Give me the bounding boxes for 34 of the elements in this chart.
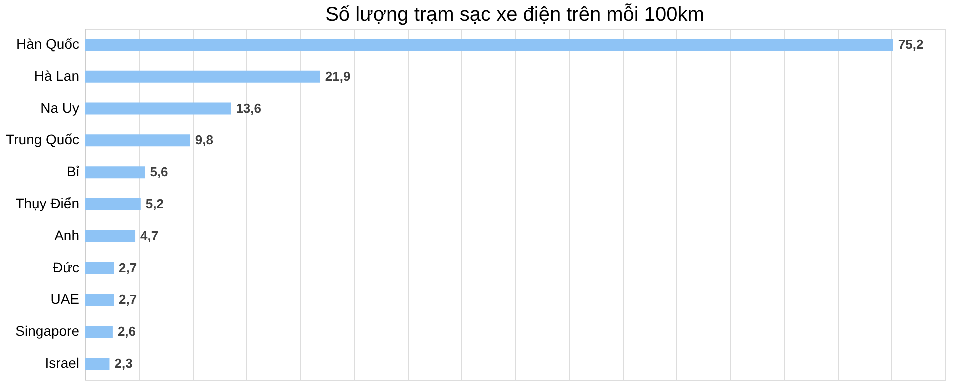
bar	[85, 102, 232, 115]
data-label: 4,7	[140, 228, 159, 244]
data-label: 5,6	[150, 164, 168, 180]
data-label: 2,3	[114, 356, 133, 372]
data-label: 13,6	[236, 100, 262, 116]
y-tick-label: Đức	[53, 259, 80, 276]
data-label: 21,9	[325, 68, 351, 84]
data-label: 2,6	[118, 324, 136, 340]
y-tick-label: Thụy Điển	[16, 196, 80, 212]
data-label: 5,2	[146, 196, 164, 212]
y-tick-label: Trung Quốc	[6, 132, 80, 148]
y-tick-label: Bỉ	[67, 164, 80, 180]
chart-title: Số lượng trạm sạc xe điện trên mỗi 100km	[326, 3, 704, 26]
y-tick-label: Hàn Quốc	[16, 36, 80, 52]
data-label: 2,7	[119, 292, 138, 308]
y-tick-label: Anh	[54, 227, 80, 244]
data-label: 9,8	[195, 132, 214, 148]
y-tick-label: Hà Lan	[34, 68, 80, 84]
bar	[85, 198, 141, 210]
data-label: 75,2	[898, 36, 924, 52]
bar	[85, 134, 190, 147]
y-tick-label: Na Uy	[40, 100, 80, 116]
bar	[85, 70, 320, 83]
bar	[85, 230, 136, 242]
bar	[85, 326, 113, 338]
y-tick-label: Israel	[45, 355, 80, 372]
bar	[85, 38, 894, 51]
bar	[85, 358, 110, 370]
bar	[85, 294, 114, 306]
y-tick-label: Singapore	[16, 323, 80, 340]
y-tick-label: UAE	[50, 291, 80, 308]
data-label: 2,7	[119, 260, 138, 276]
bar	[85, 262, 114, 274]
bar	[85, 166, 146, 179]
